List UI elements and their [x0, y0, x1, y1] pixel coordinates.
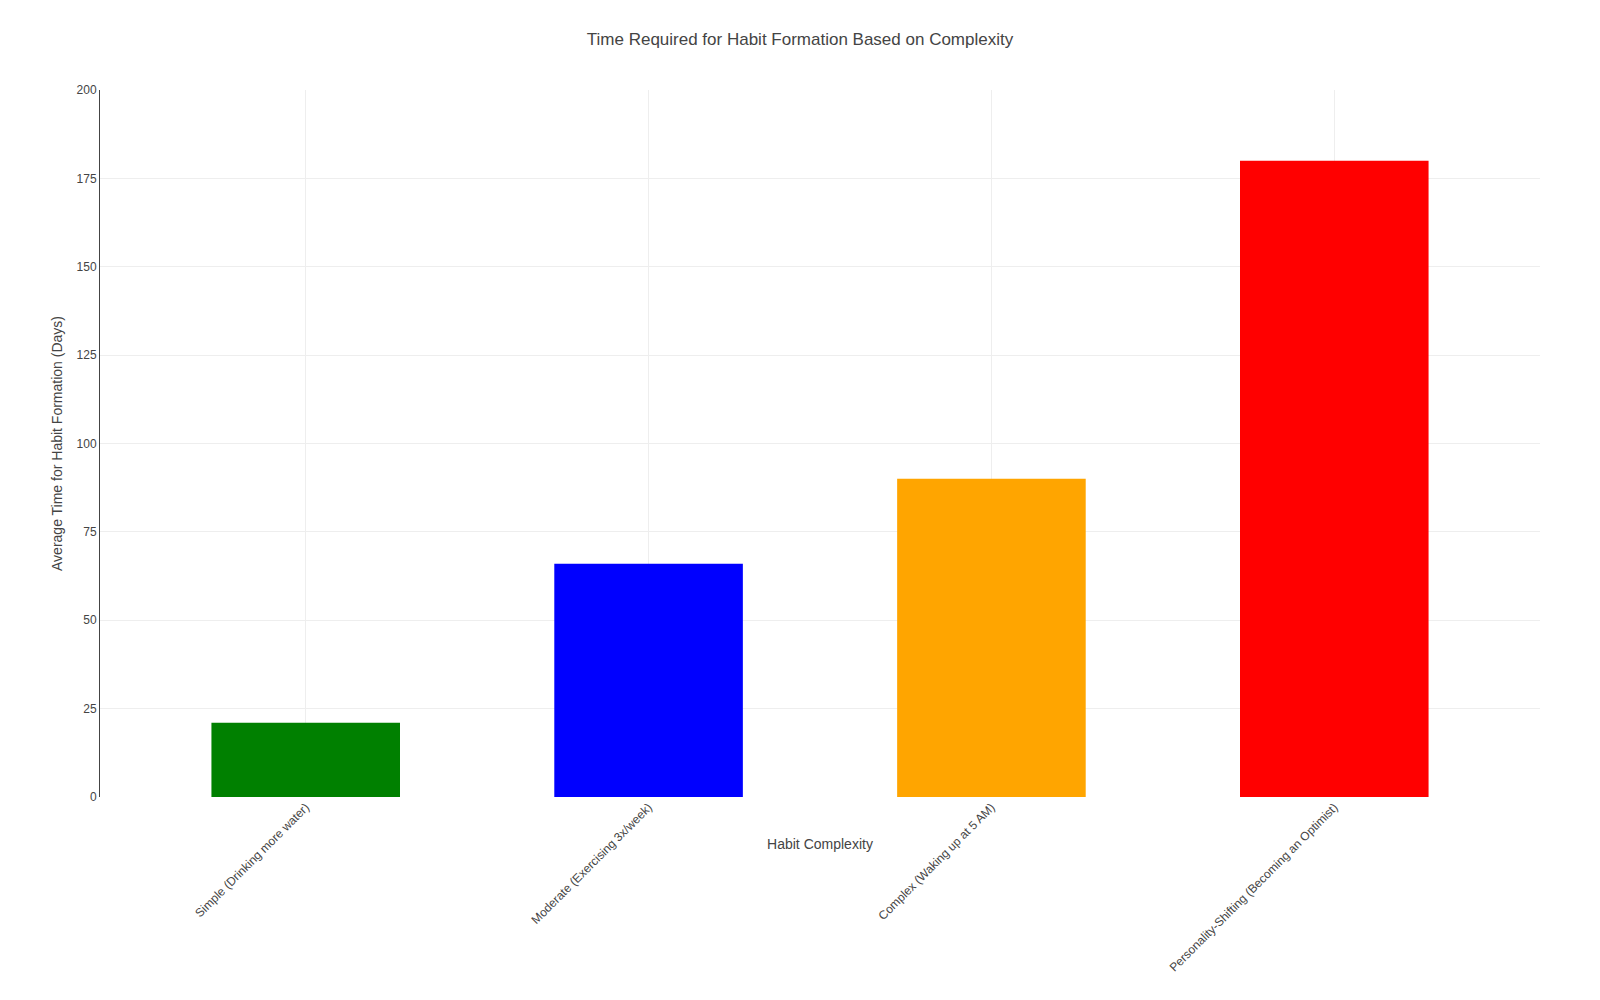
svg-text:Complex (Waking up at 5 AM): Complex (Waking up at 5 AM): [875, 800, 997, 922]
svg-text:125: 125: [77, 348, 97, 362]
svg-text:Average Time for Habit Formati: Average Time for Habit Formation (Days): [49, 316, 65, 571]
svg-text:Time Required for Habit Format: Time Required for Habit Formation Based …: [587, 30, 1014, 49]
svg-text:50: 50: [83, 613, 97, 627]
svg-text:Personality-Shifting (Becoming: Personality-Shifting (Becoming an Optimi…: [1167, 800, 1341, 974]
svg-text:150: 150: [77, 260, 97, 274]
svg-text:Habit Complexity: Habit Complexity: [767, 836, 873, 852]
svg-text:0: 0: [90, 790, 97, 804]
svg-text:25: 25: [83, 702, 97, 716]
svg-text:175: 175: [77, 172, 97, 186]
svg-text:200: 200: [77, 83, 97, 97]
svg-text:100: 100: [77, 437, 97, 451]
svg-text:Moderate (Exercising 3x/week): Moderate (Exercising 3x/week): [529, 800, 655, 926]
svg-text:75: 75: [83, 525, 97, 539]
svg-text:Simple (Drinking more water): Simple (Drinking more water): [192, 800, 312, 920]
